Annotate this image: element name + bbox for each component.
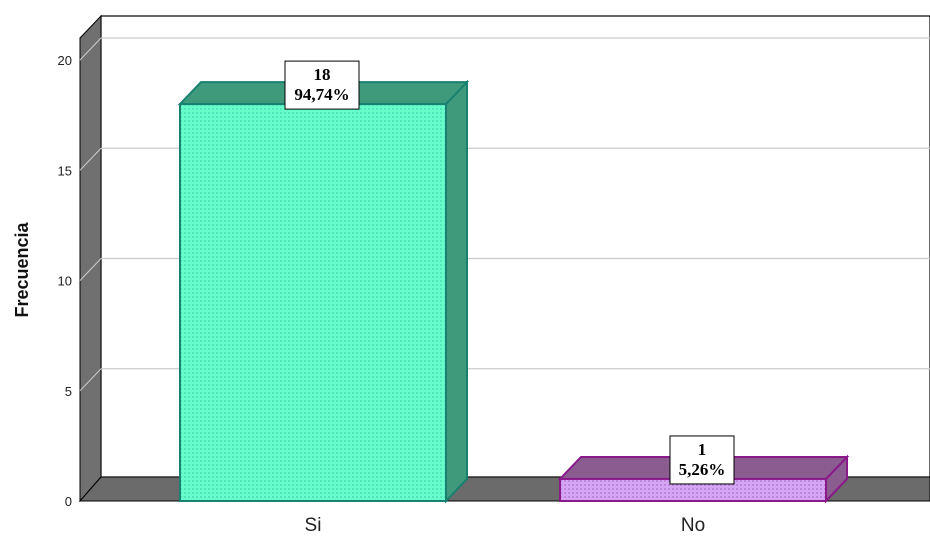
data-label-count: 18	[314, 65, 331, 84]
y-tick-label: 0	[65, 494, 72, 509]
gridline-side	[79, 37, 102, 61]
x-tick-label: No	[681, 515, 705, 536]
gridline-side	[79, 147, 102, 171]
data-label-percent: 94,74%	[294, 85, 349, 104]
bar-si	[177, 79, 470, 504]
y-tick-label: 10	[58, 274, 72, 289]
y-axis-label: Frecuencia	[12, 221, 32, 317]
data-label: 15,26%	[669, 435, 735, 485]
data-label-percent: 5,26%	[679, 460, 726, 479]
bars	[177, 79, 850, 504]
left-wall	[79, 14, 102, 503]
gridline-side	[79, 368, 102, 392]
gridline-side	[79, 258, 102, 281]
bar-front	[179, 103, 447, 502]
y-tick-label: 5	[65, 384, 72, 399]
data-label-count: 1	[698, 440, 707, 459]
data-label-box	[284, 60, 360, 110]
y-tick-label: 15	[58, 163, 72, 178]
data-label-box	[669, 435, 735, 485]
y-axis-ticks: 0 5 10 15 20	[58, 53, 72, 509]
category-labels: Si No	[305, 515, 706, 536]
bar-side	[445, 79, 468, 504]
y-tick-label: 20	[58, 53, 72, 68]
x-tick-label: Si	[305, 515, 322, 536]
